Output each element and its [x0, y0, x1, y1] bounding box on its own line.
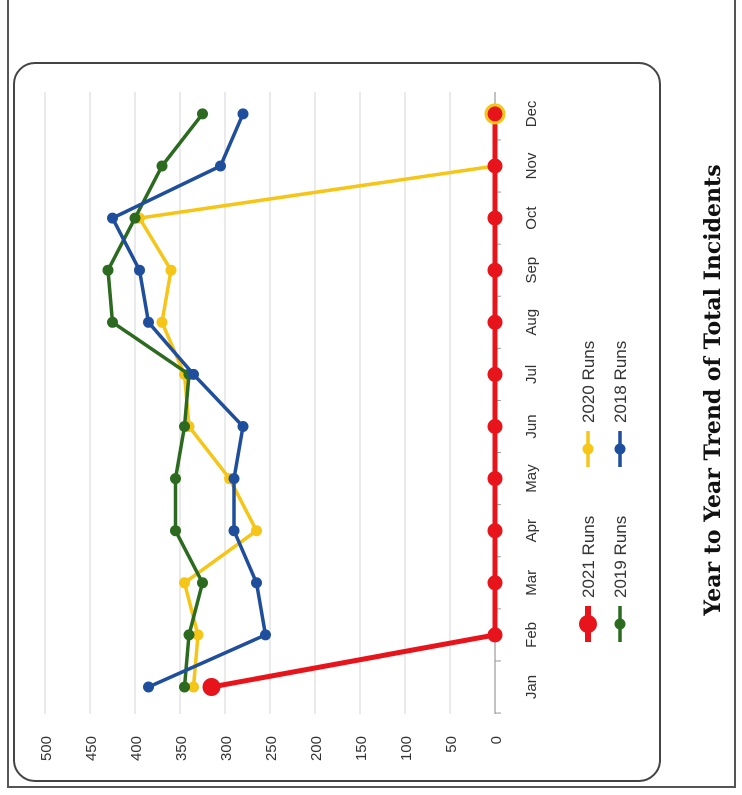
category-label-Apr: Apr	[523, 519, 540, 542]
data-point-2018-runs-Aug	[143, 316, 154, 328]
data-point-2020-runs-Mar	[179, 577, 190, 589]
value-tick-label-150: 150	[353, 736, 370, 761]
line-chart: 0 50 100 150 200 250 300 350 400 450 500 Jan Feb Mar A…	[38, 92, 630, 761]
data-point-2019-runs-Jan	[179, 681, 190, 693]
data-point-2018-runs-Apr	[228, 525, 240, 537]
data-point-2021-runs-Oct	[487, 210, 503, 226]
data-point-2018-runs-Oct	[107, 212, 118, 224]
category-label-May: May	[523, 464, 540, 493]
data-point-2019-runs-Sep	[102, 264, 114, 276]
value-tick-label-500: 500	[38, 736, 55, 761]
value-tick-label-450: 450	[83, 736, 100, 761]
value-tick-label-300: 300	[218, 736, 235, 761]
data-point-2019-runs-Nov	[156, 160, 168, 172]
data-point-2021-runs-Jan	[202, 678, 221, 696]
category-label-Feb: Feb	[523, 622, 540, 648]
category-label-Dec: Dec	[523, 100, 540, 127]
legend-label-2021-runs: 2021 Runs	[579, 516, 598, 598]
data-point-2019-runs-Feb	[183, 629, 195, 641]
legend-marker-2019-runs	[614, 618, 626, 630]
category-label-Jul: Jul	[523, 365, 540, 384]
data-point-2020-runs-Aug	[156, 316, 168, 328]
data-point-2021-runs-Jul	[487, 366, 503, 382]
category-label-Jan: Jan	[523, 675, 540, 699]
legend-marker-2021-runs	[579, 615, 597, 633]
category-label-Sep: Sep	[523, 257, 540, 284]
category-label-Mar: Mar	[523, 570, 540, 596]
data-point-2021-runs-Aug	[487, 314, 503, 330]
data-point-2021-runs-Sep	[487, 262, 503, 278]
data-point-highlight-2020-Dec	[484, 103, 506, 125]
data-point-2019-runs-May	[170, 473, 181, 485]
data-point-2021-runs-Mar	[487, 575, 503, 591]
data-point-2019-runs-Mar	[197, 577, 208, 589]
legend-label-2018-runs: 2018 Runs	[611, 341, 630, 423]
series-line-2021-runs	[211, 113, 498, 690]
data-point-2021-runs-Feb	[487, 627, 503, 643]
chart-area: 0 50 100 150 200 250 300 350 400 450 500 Jan Feb Mar A…	[13, 62, 661, 782]
series-line-2020-runs	[137, 113, 497, 688]
data-point-2019-runs-Oct	[129, 212, 141, 224]
data-point-2019-runs-Jun	[179, 421, 190, 432]
value-tick-label-400: 400	[128, 736, 145, 761]
data-point-2020-runs-Sep	[165, 264, 177, 276]
data-point-2019-runs-Dec	[197, 108, 208, 120]
data-point-2018-runs-Sep	[134, 264, 145, 276]
data-point-2020-runs-Jan	[188, 681, 199, 693]
data-point-2018-runs-Mar	[251, 577, 262, 589]
value-tick-label-50: 50	[443, 736, 460, 753]
data-point-2018-runs-Jul	[188, 368, 199, 380]
value-tick-label-250: 250	[263, 736, 280, 761]
data-point-2019-runs-Apr	[170, 525, 181, 537]
data-point-2018-runs-Nov	[215, 160, 226, 172]
data-point-2019-runs-Aug	[107, 316, 118, 328]
data-point-2021-runs-May	[487, 471, 503, 487]
legend-marker-2020-runs	[582, 443, 594, 455]
chart-title-container: Year to Year Trend of Total Incidents	[688, 160, 738, 620]
chart-title: Year to Year Trend of Total Incidents	[700, 164, 726, 616]
legend-label-2020-runs: 2020 Runs	[579, 341, 598, 423]
value-tick-label-100: 100	[398, 736, 415, 761]
data-point-2018-runs-Feb	[260, 629, 271, 641]
data-point-2021-runs-Jun	[487, 419, 503, 434]
data-point-2020-runs-Apr	[251, 525, 262, 537]
data-point-2018-runs-Jun	[237, 421, 249, 432]
data-point-2021-runs-Nov	[487, 158, 503, 174]
data-point-2018-runs-Jan	[143, 681, 154, 693]
data-point-2018-runs-Dec	[237, 108, 249, 120]
series-line-2018-runs	[110, 113, 268, 689]
category-label-Jun: Jun	[523, 414, 540, 438]
category-label-Oct: Oct	[523, 206, 540, 230]
value-tick-label-350: 350	[173, 736, 190, 761]
value-tick-label-200: 200	[308, 736, 325, 761]
legend-marker-2018-runs	[614, 443, 626, 455]
data-point-2021-runs-Dec	[487, 106, 503, 122]
category-label-Nov: Nov	[523, 152, 540, 179]
data-point-2018-runs-May	[228, 473, 240, 485]
page-frame	[7, 0, 736, 788]
data-point-2020-runs-Feb	[192, 629, 204, 641]
series-line-2019-runs	[106, 112, 205, 688]
data-point-2021-runs-Apr	[487, 523, 503, 539]
value-tick-label-0: 0	[488, 736, 505, 744]
legend-label-2019-runs: 2019 Runs	[611, 516, 630, 598]
category-label-Aug: Aug	[523, 309, 540, 336]
